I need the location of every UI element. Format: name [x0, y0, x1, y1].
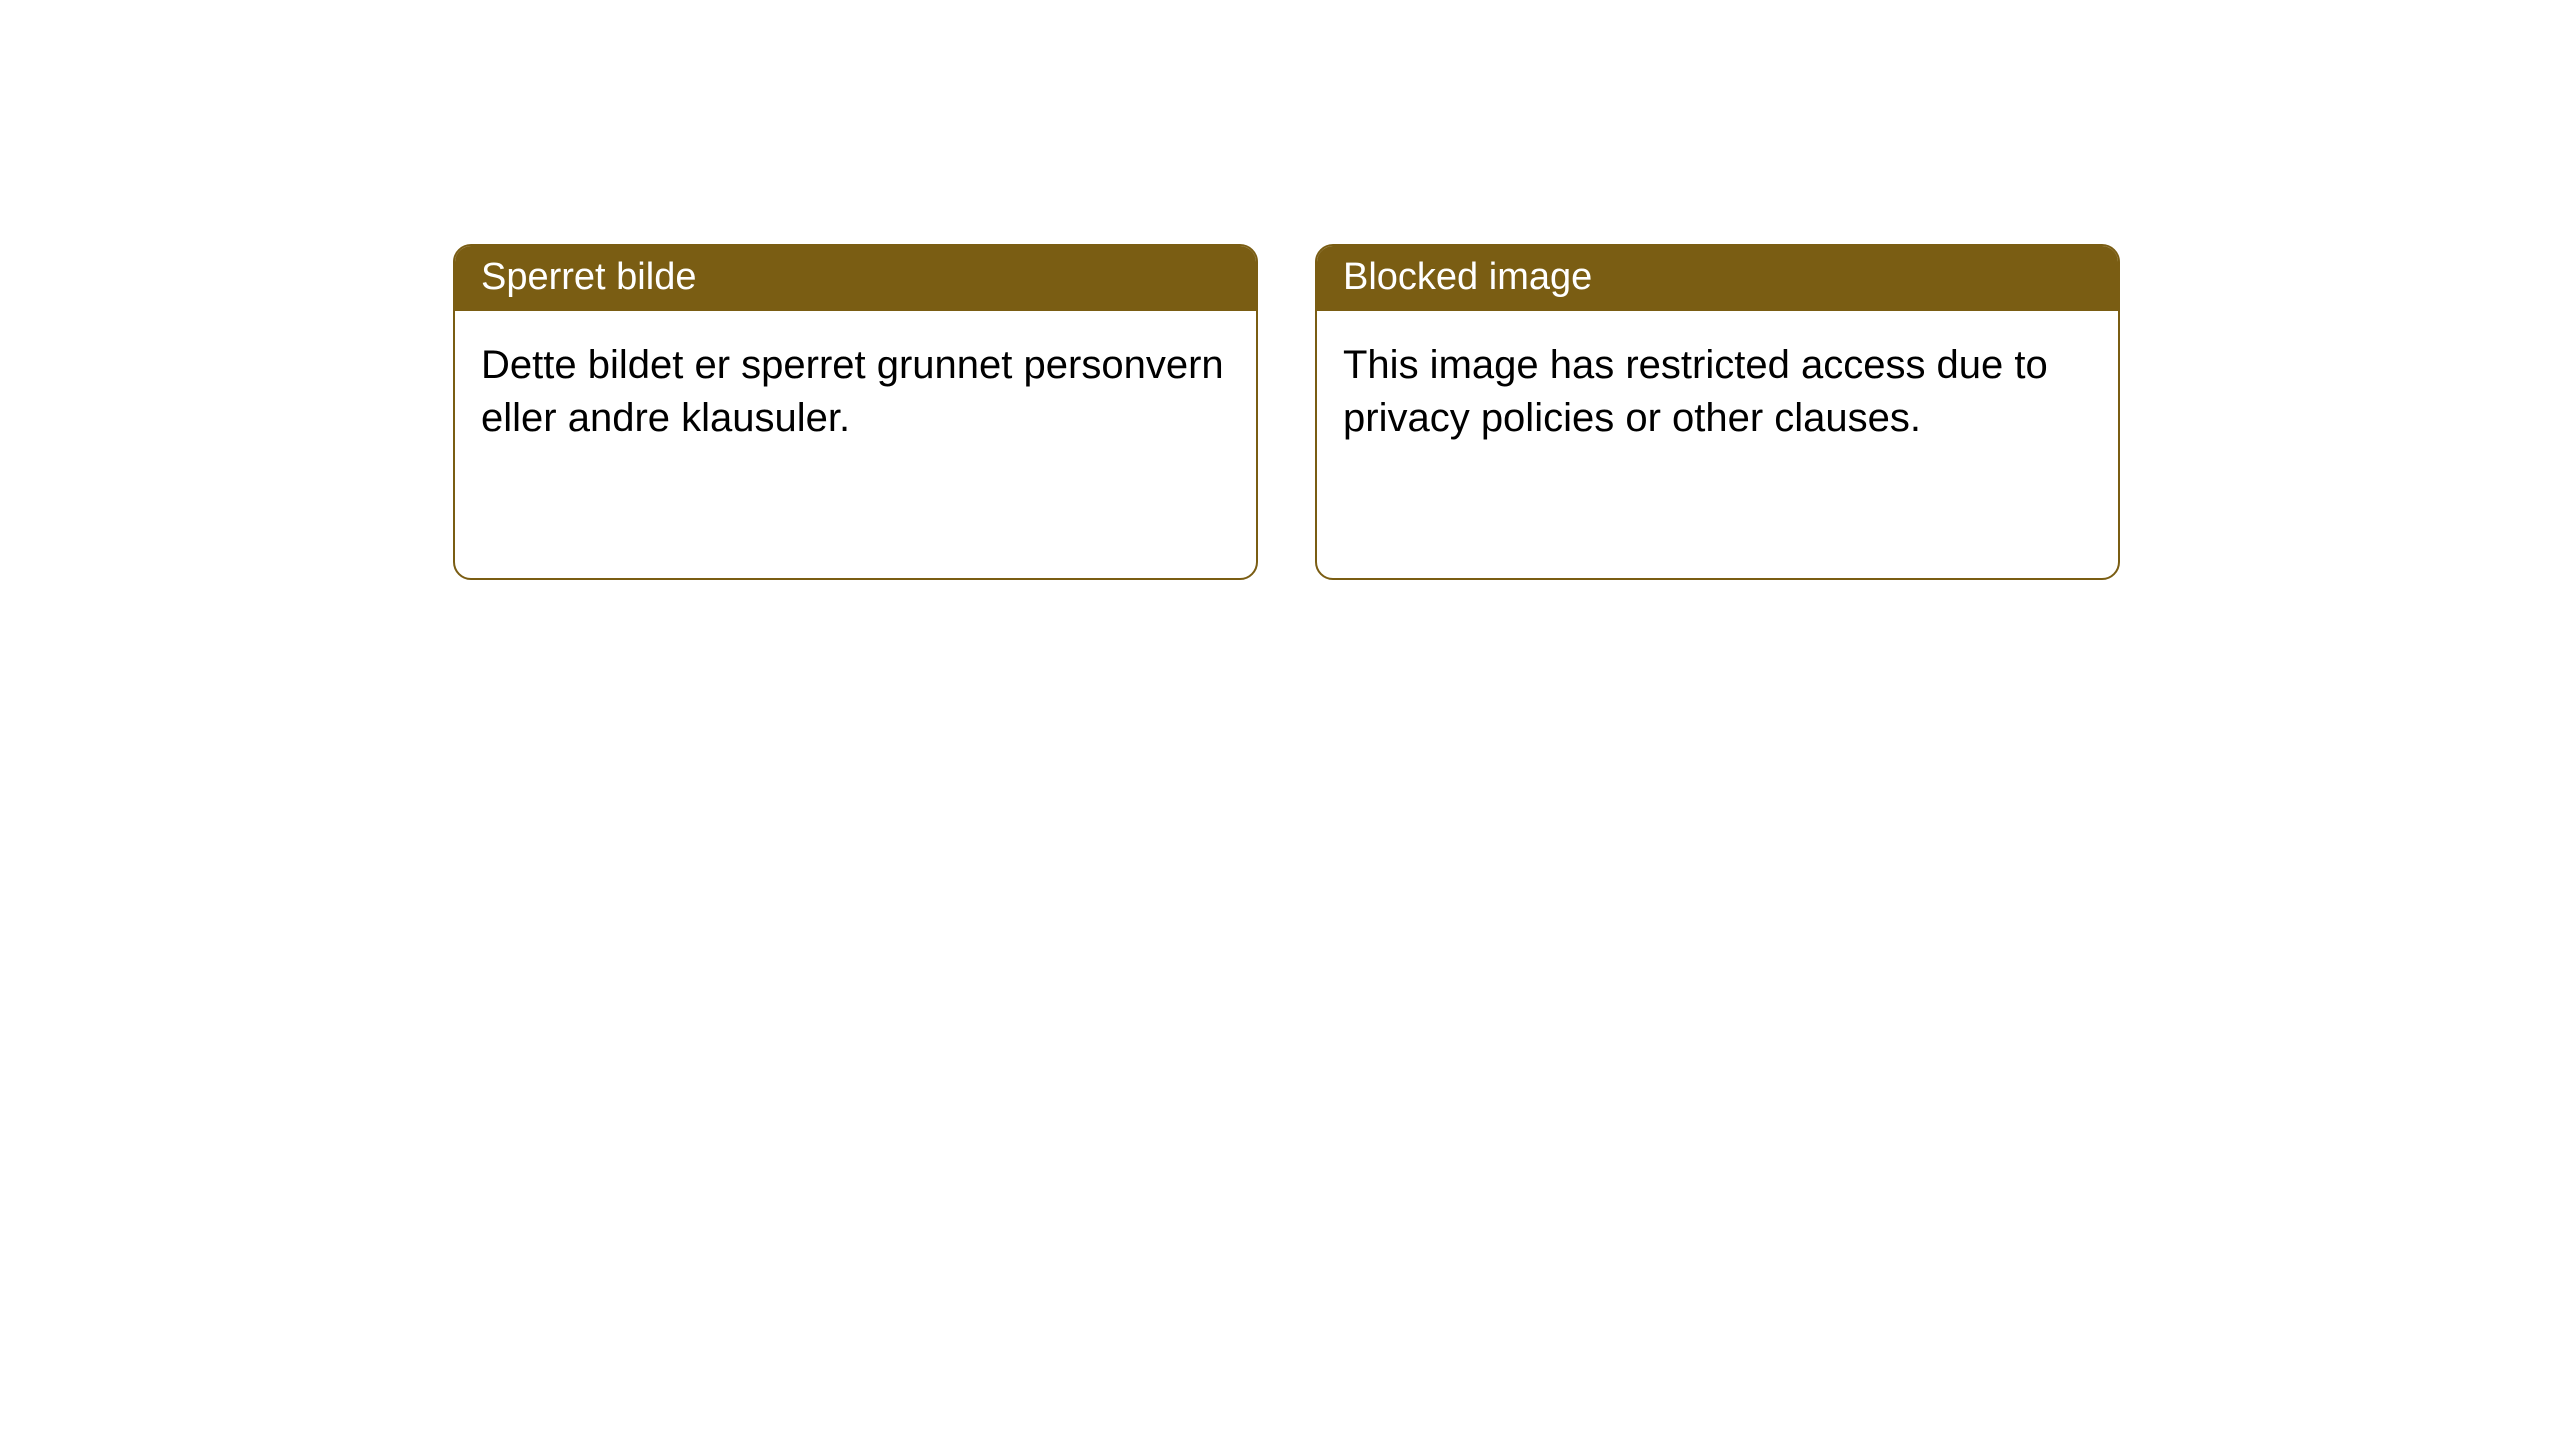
notice-header: Blocked image — [1317, 246, 2118, 311]
notice-body: This image has restricted access due to … — [1317, 311, 2118, 473]
notice-card-norwegian: Sperret bilde Dette bildet er sperret gr… — [453, 244, 1258, 580]
notice-container: Sperret bilde Dette bildet er sperret gr… — [453, 244, 2120, 580]
notice-body: Dette bildet er sperret grunnet personve… — [455, 311, 1256, 473]
notice-header: Sperret bilde — [455, 246, 1256, 311]
notice-card-english: Blocked image This image has restricted … — [1315, 244, 2120, 580]
